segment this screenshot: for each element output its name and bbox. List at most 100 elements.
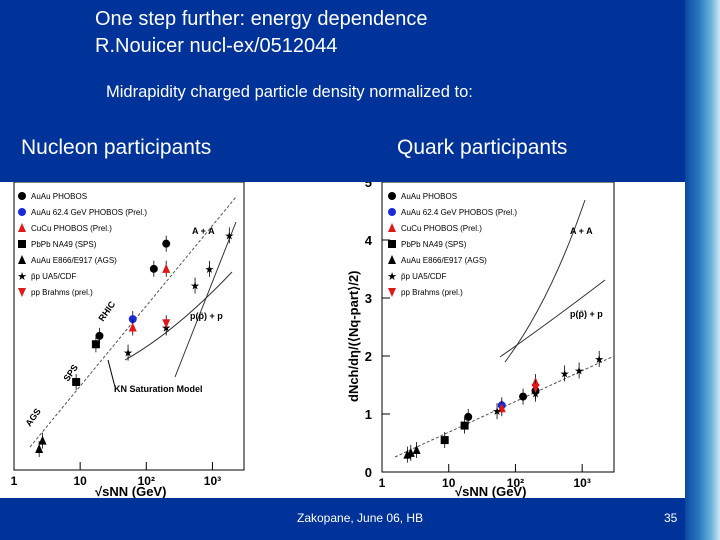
right-legend-label: CuCu PHOBOS (Prel.) xyxy=(401,224,482,233)
left-legend-label: PbPb NA49 (SPS) xyxy=(31,240,97,249)
right-model-curve-aa xyxy=(504,199,586,363)
right-data-point xyxy=(440,436,449,445)
left-legend-label: pp Brahms (prel.) xyxy=(31,288,93,297)
left-data-point xyxy=(72,377,81,386)
right-y-tick-label: 2 xyxy=(365,349,372,364)
left-x-tick-label: 10 xyxy=(73,474,87,488)
right-annotation: A + A xyxy=(570,226,593,236)
left-legend-marker: ★ xyxy=(17,271,27,283)
right-data-point xyxy=(406,447,415,457)
right-legend-marker xyxy=(388,208,396,216)
left-x-tick-label: 10³ xyxy=(204,474,221,488)
right-legend-label: p̄p UA5/CDF xyxy=(401,272,446,281)
left-annotation: RHIC xyxy=(96,299,117,323)
right-x-tick-label: 10³ xyxy=(573,476,590,490)
left-data-point xyxy=(162,263,171,273)
slide-subtitle: Midrapidity charged particle density nor… xyxy=(106,83,473,101)
right-data-point xyxy=(497,403,506,413)
left-model-curve-pp xyxy=(124,271,233,361)
left-legend-marker xyxy=(18,240,26,248)
left-data-point xyxy=(35,444,44,454)
right-legend-label: pp Brahms (prel.) xyxy=(401,288,463,297)
left-legend-label: CuCu PHOBOS (Prel.) xyxy=(31,224,112,233)
title-line-1: One step further: energy dependence xyxy=(95,8,428,30)
left-data-point: ★ xyxy=(190,281,200,293)
right-legend-label: AuAu 62.4 GeV PHOBOS (Prel.) xyxy=(401,208,517,217)
right-legend-label: AuAu E866/E917 (AGS) xyxy=(401,256,487,265)
right-data-point: ★ xyxy=(594,354,604,366)
left-data-point xyxy=(162,239,171,248)
right-y-tick-label: 1 xyxy=(365,407,372,422)
right-x-tick-label: 1 xyxy=(379,476,386,490)
left-marks: ★★★★★ xyxy=(35,227,234,458)
right-legend-label: PbPb NA49 (SPS) xyxy=(401,240,467,249)
left-data-point xyxy=(95,331,104,340)
right-chart-panel: AuAu PHOBOS AuAu 62.4 GeV PHOBOS (Prel.) C… xyxy=(340,175,620,499)
left-x-axis-label: √sNN (GeV) xyxy=(95,484,166,498)
left-legend-label: AuAu E866/E917 (AGS) xyxy=(31,256,117,265)
left-data-point xyxy=(128,315,137,324)
right-annotations: A + A p(p̄) + p xyxy=(570,226,603,319)
right-data-point: ★ xyxy=(560,368,570,380)
left-data-point: ★ xyxy=(204,264,214,276)
left-data-point xyxy=(91,340,100,349)
right-chart: AuAu PHOBOS AuAu 62.4 GeV PHOBOS (Prel.) C… xyxy=(346,175,615,499)
left-legend-marker xyxy=(18,192,26,200)
left-chart: AuAu PHOBOS AuAu 62.4 GeV PHOBOS (Prel.) C… xyxy=(11,181,245,499)
footer-bar xyxy=(0,498,685,540)
right-y-tick-label: 3 xyxy=(365,291,372,306)
left-kn-pointer xyxy=(107,359,116,388)
right-model-curve-pp xyxy=(499,279,606,358)
left-panel-label: Nucleon participants xyxy=(21,136,212,159)
right-legend-marker: ★ xyxy=(387,271,397,283)
left-data-point xyxy=(149,264,158,273)
footer-text: Zakopane, June 06, HB xyxy=(297,511,424,525)
title-band xyxy=(0,0,685,182)
decorative-gradient-strip xyxy=(685,0,720,540)
right-data-point: ★ xyxy=(574,366,584,378)
right-legend-marker xyxy=(388,288,396,297)
left-annotation: KN Saturation Model xyxy=(114,384,203,394)
left-model-curve-aa xyxy=(174,221,237,378)
right-y-tick-label: 4 xyxy=(365,233,373,248)
left-legend-marker xyxy=(18,208,26,216)
right-data-point xyxy=(460,421,469,430)
page-number: 35 xyxy=(664,511,678,525)
left-x-tick-label: 1 xyxy=(11,474,18,488)
right-data-point xyxy=(519,392,528,401)
right-data-point xyxy=(464,412,473,421)
left-annotation: AGS xyxy=(23,406,42,428)
right-legend-marker xyxy=(388,223,396,232)
right-panel-label: Quark participants xyxy=(397,136,568,159)
left-legend: AuAu PHOBOS AuAu 62.4 GeV PHOBOS (Prel.) C… xyxy=(17,192,147,297)
left-x-tick-label: 10² xyxy=(138,474,155,488)
right-chart-frame xyxy=(381,181,615,473)
right-x-tick-label: 10 xyxy=(442,476,456,490)
left-legend-label: AuAu PHOBOS xyxy=(31,192,87,201)
right-legend-marker xyxy=(388,192,396,200)
right-data-point xyxy=(531,383,540,393)
right-legend-label: AuAu PHOBOS xyxy=(401,192,457,201)
left-annotation: p(p̄) + p xyxy=(190,311,223,321)
right-y-tick-label: 0 xyxy=(365,465,372,480)
right-data-point: ★ xyxy=(492,406,502,418)
left-data-point xyxy=(38,435,47,445)
left-legend-marker xyxy=(18,288,26,297)
right-data-point xyxy=(412,444,421,454)
right-annotation: p(p̄) + p xyxy=(570,309,603,319)
left-legend-label: p̄p UA5/CDF xyxy=(31,272,76,281)
left-data-point xyxy=(128,322,137,332)
left-legend-marker xyxy=(18,223,26,232)
right-legend-marker xyxy=(388,240,396,248)
right-legend-marker xyxy=(388,255,396,264)
left-annotation: A + A xyxy=(192,226,215,236)
right-legend: AuAu PHOBOS AuAu 62.4 GeV PHOBOS (Prel.) C… xyxy=(387,192,517,297)
left-data-point xyxy=(162,319,171,329)
right-y-tick-label: 5 xyxy=(365,182,372,190)
left-data-point: ★ xyxy=(224,230,234,242)
left-chart-frame xyxy=(13,181,245,471)
right-x-axis-label: √sNN (GeV) xyxy=(455,484,526,498)
left-chart-panel: AuAu PHOBOS AuAu 62.4 GeV PHOBOS (Prel.) C… xyxy=(0,181,255,499)
left-legend-label: AuAu 62.4 GeV PHOBOS (Prel.) xyxy=(31,208,147,217)
title-line-2: R.Nouicer nucl-ex/0512044 xyxy=(95,35,338,57)
